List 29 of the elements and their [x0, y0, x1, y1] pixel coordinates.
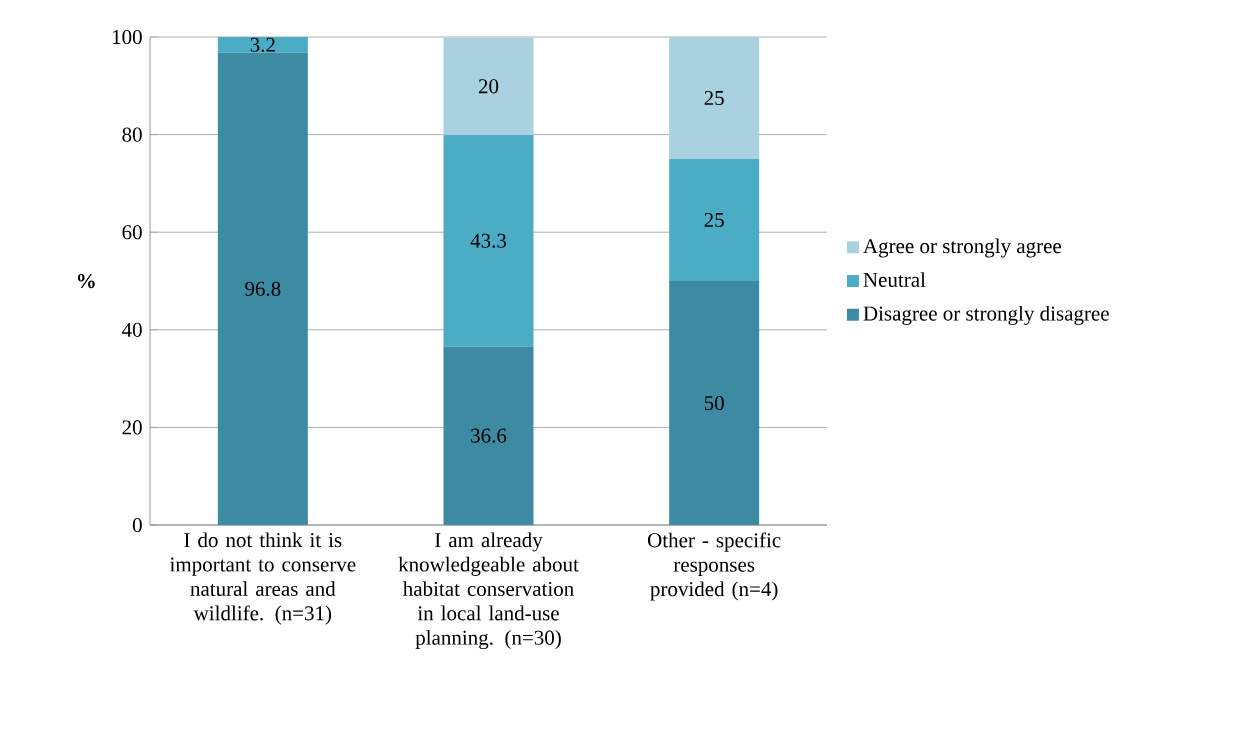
bar — [669, 37, 760, 160]
bar — [443, 37, 534, 136]
bar — [669, 281, 760, 525]
y-tick-label: 100 — [112, 29, 142, 45]
bar — [443, 346, 534, 525]
bar — [217, 52, 308, 525]
x-tick-label: Other - specific responses provided (n=4) — [647, 532, 781, 601]
data-label: 96.8 — [245, 281, 281, 296]
data-label: 43.3 — [470, 233, 507, 248]
data-label: 25 — [704, 212, 724, 228]
data-label: 36.6 — [471, 428, 507, 443]
y-tick-label: 20 — [122, 420, 142, 435]
data-label: 3.2 — [250, 37, 275, 52]
y-tick-label: 0 — [132, 517, 142, 533]
y-tick-label: 40 — [122, 322, 142, 337]
x-tick-label: I am already knowledgeable about habitat conservation in local land-use planning. (n=30) — [398, 532, 579, 650]
bar — [443, 135, 534, 347]
legend-label: Agree or strongly agree — [863, 238, 1062, 258]
x-tick-label: I do not think it is important to conserve natural areas and wildlife. (n=31) — [169, 532, 356, 625]
legend-label: Neutral — [863, 272, 926, 287]
y-tick-label: 60 — [122, 225, 142, 240]
legend-label: Disagree or strongly disagree — [863, 305, 1109, 325]
data-label: 25 — [704, 90, 724, 106]
bar — [217, 37, 308, 53]
data-label: 20 — [478, 79, 499, 94]
y-axis-title: % — [77, 273, 95, 289]
y-tick-label: 80 — [122, 127, 142, 142]
data-label: 50 — [704, 395, 724, 411]
bar — [669, 159, 760, 282]
